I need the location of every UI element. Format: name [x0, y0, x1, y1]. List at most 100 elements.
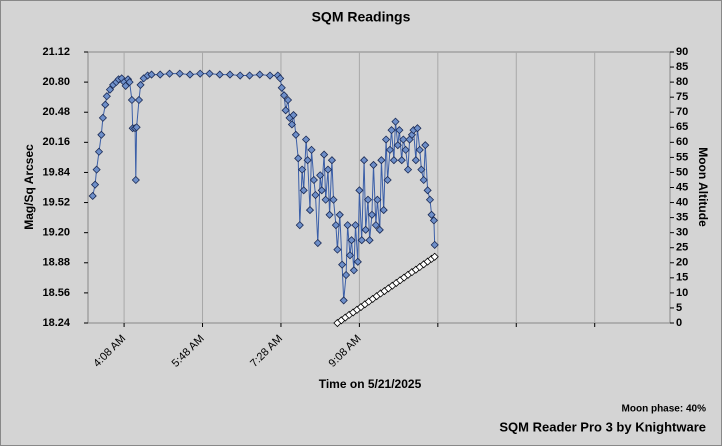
point-marker	[289, 110, 298, 120]
point-marker	[245, 71, 254, 80]
y2-tick-label: 40	[676, 196, 688, 208]
y-tick-label: 20.16	[42, 136, 70, 148]
y2-tick-label: 50	[676, 166, 688, 178]
point-marker	[423, 186, 432, 195]
point-marker	[265, 71, 275, 80]
point-marker	[375, 225, 384, 234]
point-marker	[196, 69, 205, 78]
y2-tick-label: 35	[676, 212, 688, 224]
point-marker	[327, 156, 337, 165]
y-tick-label: 19.52	[42, 196, 70, 208]
point-marker	[343, 221, 352, 230]
point-marker	[147, 70, 156, 79]
y2-tick-label: 65	[676, 121, 688, 133]
point-marker	[98, 113, 107, 122]
point-marker	[385, 145, 395, 154]
point-marker	[316, 171, 325, 180]
point-marker	[127, 95, 136, 105]
y-tick-label: 21.12	[42, 46, 70, 58]
moon-phase: Moon phase: 40%	[622, 404, 707, 415]
point-marker	[355, 186, 364, 195]
point-marker	[255, 70, 264, 79]
y2-tick-label: 70	[676, 106, 688, 118]
point-marker	[276, 74, 285, 83]
point-marker	[417, 165, 426, 174]
y2-tick-label: 75	[676, 91, 688, 103]
point-marker	[307, 145, 316, 154]
y-axis-title: Mag/Sq Arcsec	[22, 144, 36, 230]
x-axis-title: Time on 5/21/2025	[319, 377, 422, 391]
point-marker	[185, 70, 195, 79]
point-marker	[361, 225, 370, 234]
point-marker	[430, 252, 439, 261]
y2-tick-label: 20	[676, 257, 688, 269]
point-marker	[338, 260, 347, 269]
point-marker	[371, 221, 380, 230]
point-marker	[347, 236, 356, 245]
point-marker	[413, 124, 422, 133]
x-tick-label: 9:08 AM	[327, 333, 364, 370]
point-marker	[419, 175, 428, 185]
point-marker	[331, 221, 340, 230]
point-marker	[387, 126, 396, 135]
point-marker	[427, 210, 436, 219]
point-marker	[369, 160, 378, 169]
point-marker	[403, 165, 413, 174]
point-marker	[175, 69, 184, 78]
y2-tick-label: 10	[676, 287, 688, 299]
x-tick-label: 4:08 AM	[91, 333, 128, 370]
point-marker	[325, 210, 334, 219]
point-marker	[415, 145, 424, 154]
y2-tick-label: 0	[676, 317, 682, 329]
point-marker	[365, 236, 374, 245]
point-marker	[283, 95, 293, 105]
point-marker	[373, 195, 382, 204]
point-marker	[367, 210, 377, 219]
point-marker	[215, 70, 224, 79]
point-marker	[379, 206, 388, 215]
point-marker	[303, 156, 312, 165]
point-marker	[301, 135, 311, 144]
y-tick-label: 20.48	[42, 106, 70, 118]
y2-axis-title: Moon Altitude	[696, 147, 710, 227]
y2-tick-label: 60	[676, 136, 688, 148]
y2-tick-label: 5	[676, 302, 682, 314]
point-marker	[294, 154, 303, 163]
point-marker	[291, 130, 300, 139]
y2-tick-label: 55	[676, 151, 688, 163]
point-marker	[383, 175, 392, 185]
point-marker	[131, 175, 140, 185]
point-marker	[341, 270, 351, 280]
point-marker	[287, 120, 297, 129]
point-marker	[101, 100, 110, 109]
y2-tick-label: 80	[676, 76, 688, 88]
point-marker	[280, 91, 289, 100]
point-marker	[321, 195, 330, 204]
point-marker	[136, 80, 145, 89]
y-tick-label: 18.24	[42, 317, 70, 329]
point-marker	[360, 156, 369, 165]
point-marker	[353, 257, 362, 266]
point-marker	[205, 69, 214, 78]
point-marker	[349, 266, 358, 275]
point-marker	[329, 195, 338, 204]
point-marker	[393, 141, 402, 150]
point-marker	[351, 221, 360, 230]
point-marker	[389, 156, 398, 165]
point-marker	[317, 186, 326, 195]
credit: SQM Reader Pro 3 by Knightware	[499, 419, 706, 434]
chart-title: SQM Readings	[312, 9, 411, 25]
y2-tick-label: 30	[676, 227, 688, 239]
point-marker	[323, 165, 333, 174]
point-marker	[92, 165, 101, 174]
point-marker	[421, 141, 430, 150]
point-marker	[411, 156, 420, 165]
point-marker	[320, 150, 329, 159]
point-marker	[134, 95, 144, 105]
point-marker	[357, 236, 366, 245]
point-marker	[121, 81, 130, 90]
point-marker	[105, 85, 115, 94]
point-marker	[90, 180, 100, 189]
point-marker	[363, 195, 373, 204]
point-marker	[281, 106, 290, 115]
